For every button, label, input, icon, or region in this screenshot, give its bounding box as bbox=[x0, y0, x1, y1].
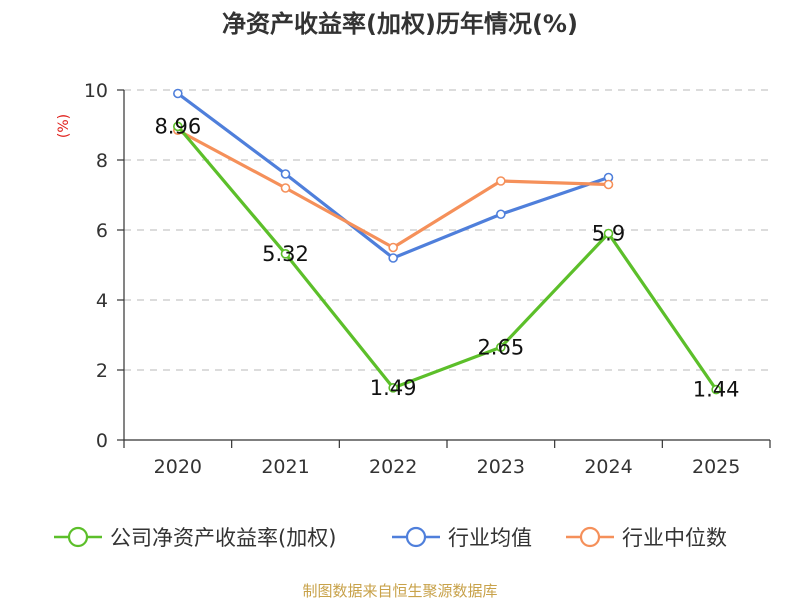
data-point bbox=[388, 383, 398, 393]
x-tick-label: 2024 bbox=[584, 456, 632, 478]
data-point bbox=[496, 342, 506, 353]
y-tick-label: 10 bbox=[84, 80, 108, 102]
x-tick-label: 2020 bbox=[154, 456, 202, 478]
data-point bbox=[388, 242, 398, 253]
data-point bbox=[603, 228, 614, 239]
data-point bbox=[496, 209, 506, 220]
data-point bbox=[388, 253, 398, 263]
data-point bbox=[173, 121, 183, 132]
x-tick-label: 2023 bbox=[477, 456, 525, 478]
data-label: 2.65 bbox=[477, 335, 524, 359]
y-tick-label: 6 bbox=[96, 220, 108, 242]
legend-label: 行业中位数 bbox=[622, 526, 727, 550]
data-point bbox=[173, 88, 183, 99]
data-label: 5.32 bbox=[262, 242, 309, 266]
data-label: 1.49 bbox=[370, 376, 417, 400]
y-tick-label: 4 bbox=[96, 290, 108, 312]
legend-marker bbox=[67, 526, 89, 548]
series-line bbox=[176, 92, 610, 260]
legend-marker bbox=[579, 526, 601, 548]
data-labels: 8.96 5.32 1.49 2.65 5.9 1.44 bbox=[154, 114, 739, 401]
x-tick-label: 2022 bbox=[369, 456, 417, 478]
axes: 0 2 4 6 8 10 2020 2021 2022 2023 2024 2025 bbox=[84, 80, 771, 478]
y-tick-label: 0 bbox=[96, 430, 108, 452]
data-label: 8.96 bbox=[154, 114, 201, 138]
y-tick-label: 2 bbox=[96, 360, 108, 382]
footer-source: 制图数据来自恒生聚源数据库 bbox=[302, 582, 497, 600]
legend-label: 行业均值 bbox=[448, 526, 532, 550]
x-tick-label: 2025 bbox=[692, 456, 740, 478]
y-axis-label: (%) bbox=[56, 114, 72, 138]
data-point bbox=[280, 169, 291, 179]
series-layer bbox=[173, 88, 721, 395]
y-tick-label: 8 bbox=[96, 150, 108, 172]
data-point bbox=[280, 249, 291, 259]
legend-label: 公司净资产收益率(加权) bbox=[110, 526, 336, 550]
x-tick-label: 2021 bbox=[261, 456, 309, 478]
legend: 公司净资产收益率(加权) 行业均值 行业中位数 bbox=[54, 526, 727, 550]
data-point bbox=[280, 183, 291, 193]
chart-title: 净资产收益率(加权)历年情况(%) bbox=[222, 10, 578, 38]
series-line bbox=[176, 125, 718, 391]
data-label: 5.9 bbox=[592, 222, 625, 246]
data-label: 1.44 bbox=[693, 378, 740, 402]
data-point bbox=[603, 179, 614, 190]
data-point bbox=[711, 384, 721, 395]
data-point bbox=[496, 176, 506, 186]
legend-marker bbox=[405, 526, 427, 548]
